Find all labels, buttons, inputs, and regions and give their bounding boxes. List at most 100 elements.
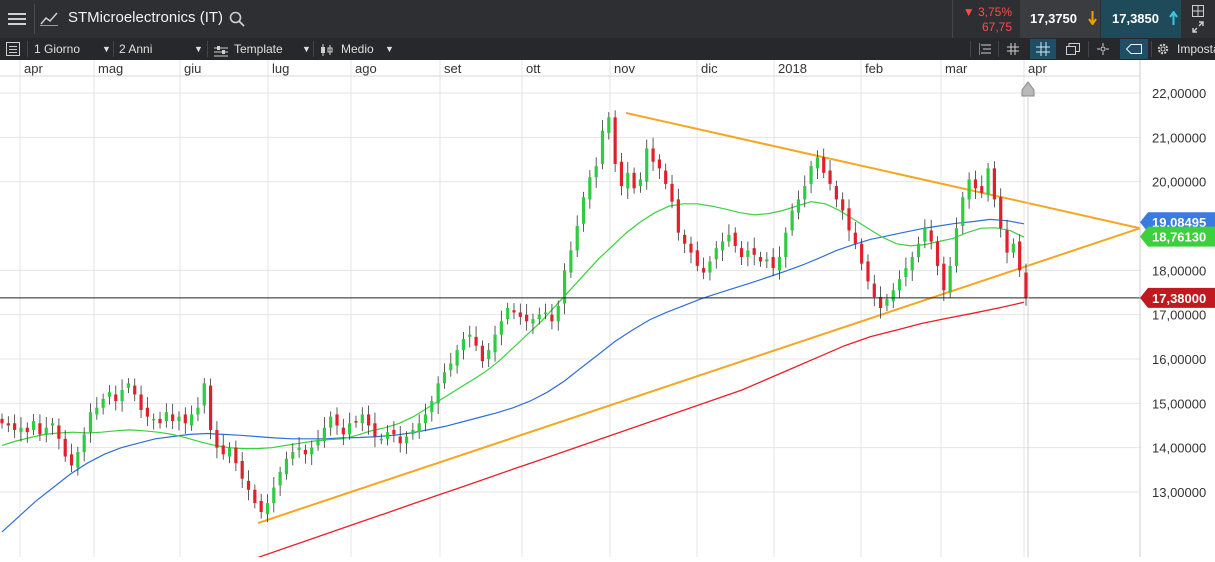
candle-body [771,257,775,269]
search-icon[interactable] [228,10,246,28]
candle-body [455,350,459,366]
candle-body [1018,241,1022,271]
trendline[interactable] [625,111,1141,230]
label-tag-icon[interactable] [1120,39,1148,59]
menu-icon[interactable] [0,0,34,38]
candle-body [588,177,592,200]
chevron-down-icon: ▼ [385,44,394,54]
candle-body [442,372,447,384]
candle-body [948,265,952,293]
instrument-title[interactable]: STMicroelectronics (IT) [68,9,224,26]
candle-body [733,232,737,246]
chart-area[interactable]: apr mag giu lug ago set ott nov dic 2018 feb mar apr… [0,60,1215,560]
candle-body [746,250,750,258]
candle-body [632,172,636,189]
candle-body [506,308,510,320]
candle-body [803,186,807,200]
candle-body [297,447,301,450]
candle-body [1005,230,1009,253]
candle-body [0,418,4,424]
candle-body [430,401,434,413]
range-label: 2 Anni [119,42,153,56]
chevron-down-icon: ▼ [194,44,203,54]
price-chart[interactable]: apr mag giu lug ago set ott nov dic 2018 feb mar apr… [0,60,1215,560]
candle-body [720,241,725,251]
hash-grid-icon[interactable] [1004,41,1022,57]
candle-body [480,345,484,362]
window-icon[interactable] [1064,41,1082,57]
time-marker-icon[interactable] [1021,81,1035,97]
candle-body [392,429,396,435]
candle-body [607,117,611,133]
candle-body [866,261,870,282]
sell-price: 17,3750 [1030,11,1077,26]
candle-body [879,296,883,309]
price-label-badge [1140,287,1215,308]
candle-body [537,314,541,320]
candle-body [860,243,864,264]
x-tick-label: apr [1028,61,1047,76]
candle-body [986,168,990,195]
candle-body [777,257,782,271]
candle-body [38,423,42,435]
candle-body [638,179,643,187]
buy-price-button[interactable]: 17,3850 [1101,0,1181,38]
candle-body [550,314,554,322]
sell-price-button[interactable]: 17,3750 [1020,0,1100,38]
chart-line-icon[interactable] [36,0,62,38]
time-marker[interactable] [1021,81,1035,557]
expand-icon[interactable] [1183,20,1213,34]
candle-body [765,259,769,262]
candle-body [44,427,48,435]
candle-body [329,416,333,428]
trendline[interactable] [257,227,1141,524]
candle-body [126,383,131,388]
candle-body [32,421,36,430]
candle-body [822,157,826,173]
candle-body [493,334,497,353]
y-tick-label: 17,00000 [1152,308,1206,323]
crosshair-toggle-icon[interactable] [1030,39,1056,59]
candle-body [107,392,112,397]
candle-body [335,414,339,426]
list-icon[interactable] [4,41,22,57]
candle-body [651,148,655,162]
target-icon[interactable] [1094,41,1112,57]
candle-body [923,228,927,242]
y-axis: 22,00000 21,00000 20,00000 18,00000 16,00000… [1139,60,1206,557]
candle-body [973,179,978,189]
candle-body [310,447,314,455]
candle-body [1011,243,1015,253]
candle-body [284,458,289,475]
candle-body [436,383,440,404]
gear-icon[interactable] [1154,41,1172,57]
candle-body [208,385,213,430]
range-select[interactable]: 2 Anni ▼ [119,38,205,60]
grid-icon[interactable] [1183,4,1213,18]
candle-body [13,423,17,430]
candle-body [752,248,756,255]
template-select[interactable]: Template ▼ [212,38,312,60]
interval-select[interactable]: 1 Giorno ▼ [34,38,112,60]
candle-body [790,210,794,231]
candle-body [683,234,687,244]
trendlines[interactable] [257,111,1141,524]
x-tick-label: mar [945,61,968,76]
candle-body [841,199,845,211]
candle-body [202,383,206,406]
candle-body [569,250,573,273]
candle-body [57,425,61,439]
candle-body [626,172,630,189]
candle-body [449,363,453,371]
grid [0,60,1140,557]
indicator-select[interactable]: Medio ▼ [318,38,398,60]
candle-body [379,438,383,441]
candle-body [847,208,851,231]
candle-body [95,407,99,415]
crosshair-list-icon[interactable] [976,41,994,57]
x-tick-label: feb [865,61,883,76]
candle-body [910,257,914,271]
x-tick-label: lug [272,61,289,76]
